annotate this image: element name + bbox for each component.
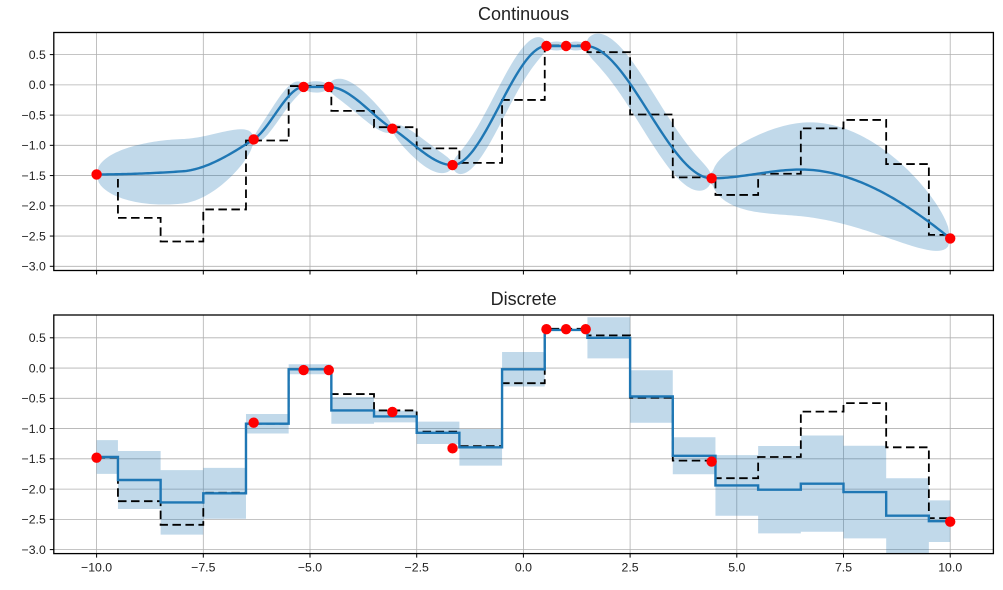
svg-text:7.5: 7.5	[835, 561, 852, 575]
svg-text:0.0: 0.0	[29, 78, 46, 92]
svg-text:2.5: 2.5	[622, 561, 639, 575]
svg-text:−0.5: −0.5	[22, 108, 46, 122]
svg-text:−0.5: −0.5	[22, 392, 46, 406]
svg-text:0.0: 0.0	[29, 361, 46, 375]
svg-text:−1.5: −1.5	[22, 169, 46, 183]
svg-text:−2.0: −2.0	[22, 482, 46, 496]
svg-text:−5.0: −5.0	[298, 561, 322, 575]
svg-text:−1.5: −1.5	[22, 452, 46, 466]
svg-text:Continuous: Continuous	[478, 4, 569, 24]
svg-text:−7.5: −7.5	[191, 561, 215, 575]
svg-text:5.0: 5.0	[728, 561, 745, 575]
svg-text:−2.5: −2.5	[22, 513, 46, 527]
svg-text:Discrete: Discrete	[491, 289, 557, 309]
svg-text:−2.0: −2.0	[22, 199, 46, 213]
svg-text:−1.0: −1.0	[22, 139, 46, 153]
svg-text:0.0: 0.0	[515, 561, 532, 575]
svg-text:−2.5: −2.5	[405, 561, 429, 575]
svg-text:−3.0: −3.0	[22, 260, 46, 274]
svg-text:−1.0: −1.0	[22, 422, 46, 436]
svg-text:−2.5: −2.5	[22, 229, 46, 243]
svg-text:−3.0: −3.0	[22, 543, 46, 557]
svg-text:10.0: 10.0	[938, 561, 962, 575]
svg-text:0.5: 0.5	[29, 48, 46, 62]
svg-text:−10.0: −10.0	[81, 561, 112, 575]
svg-text:0.5: 0.5	[29, 331, 46, 345]
